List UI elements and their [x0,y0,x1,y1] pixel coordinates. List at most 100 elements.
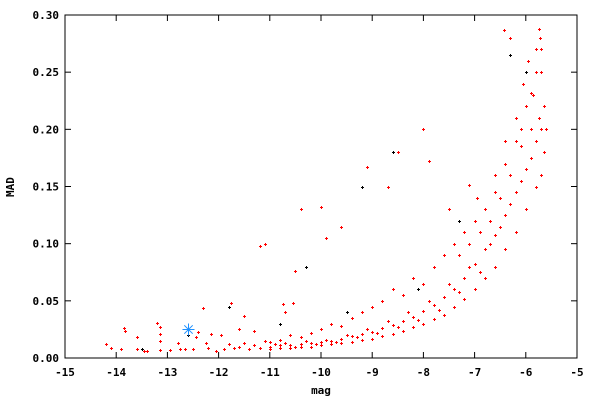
axis-ticks: -15 -14 -13 -12 -11 -10 -9 -8 -7 -6 -5 0.00 0.05 0.10… [33,9,584,379]
data-point [335,341,338,344]
data-point [535,48,538,51]
data-point [366,328,369,331]
data-point [228,306,231,309]
data-point [320,328,323,331]
data-point [159,340,162,343]
data-point [509,37,512,40]
data-point [330,343,333,346]
data-point [361,311,364,314]
x-tick-label: -15 [55,366,75,379]
data-point [527,60,530,63]
data-point [392,324,395,327]
data-point [474,288,477,291]
data-point [392,151,395,154]
data-point [320,341,323,344]
data-point [443,254,446,257]
data-point [479,231,482,234]
data-point [207,347,210,350]
y-tick-label: 0.00 [33,352,60,365]
data-point [468,266,471,269]
data-point [509,203,512,206]
plot-border [64,14,578,359]
data-point [259,245,262,248]
data-point [515,140,518,143]
data-point [330,323,333,326]
data-point [325,237,328,240]
data-point [177,342,180,345]
data-point [376,332,379,335]
data-point [123,327,126,330]
data-point [397,151,400,154]
data-point [453,243,456,246]
data-point [520,145,523,148]
data-point [300,336,303,339]
data-point [305,266,308,269]
data-point [474,220,477,223]
data-point [184,348,187,351]
data-point [402,320,405,323]
data-point [361,333,364,336]
data-point [499,226,502,229]
data-point [417,319,420,322]
x-tick-label: -7 [468,366,481,379]
data-point [509,54,512,57]
data-point [279,344,282,347]
data-point [269,346,272,349]
data-point [402,330,405,333]
data-point [310,342,313,345]
data-point [422,310,425,313]
data-point [248,348,251,351]
data-point [540,174,543,177]
data-point [289,334,292,337]
data-point [325,339,328,342]
data-point [223,348,226,351]
data-point [381,335,384,338]
data-point [202,307,205,310]
data-point [412,316,415,319]
data-point [284,311,287,314]
data-point [468,243,471,246]
data-point [489,243,492,246]
data-point [366,166,369,169]
data-point [351,341,354,344]
data-point [330,340,333,343]
data-point [543,105,546,108]
data-point [520,180,523,183]
x-tick-label: -12 [209,366,229,379]
data-point [279,339,282,342]
data-point [484,248,487,251]
data-point [458,220,461,223]
data-point [494,266,497,269]
data-point [269,341,272,344]
data-point [300,208,303,211]
data-point [238,328,241,331]
data-point [136,348,139,351]
data-point [504,140,507,143]
data-point [530,92,533,95]
data-point [458,254,461,257]
data-point [195,336,198,339]
data-point [520,128,523,131]
data-point [340,342,343,345]
data-point [351,335,354,338]
data-point [433,304,436,307]
data-point [143,350,146,353]
data-point [340,226,343,229]
data-point [346,334,349,337]
data-point [525,208,528,211]
data-point [146,350,149,353]
data-point [545,128,548,131]
data-point [156,322,159,325]
data-point [539,37,542,40]
data-point [253,344,256,347]
x-tick-label: -11 [260,366,280,379]
data-point [305,340,308,343]
data-point [387,186,390,189]
data-point [392,333,395,336]
x-axis-label: mag [311,384,331,397]
data-point [141,348,144,351]
data-point [320,344,323,347]
data-point [392,288,395,291]
data-point [259,347,262,350]
data-point [300,343,303,346]
